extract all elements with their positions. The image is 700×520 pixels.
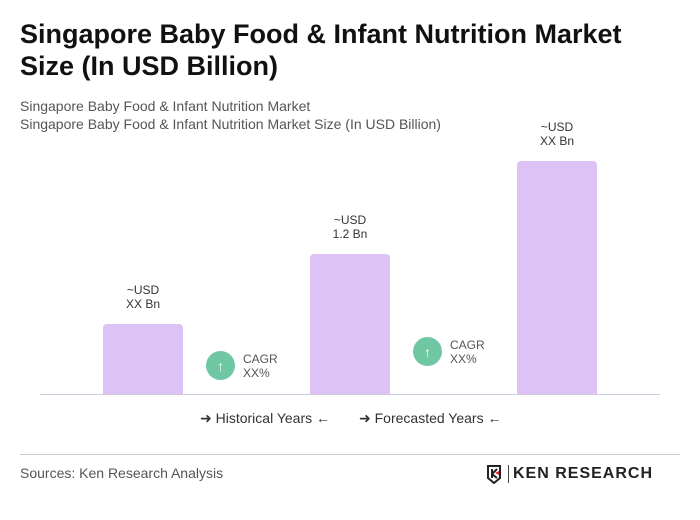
cagr-1: ↑ CAGR XX% <box>206 351 278 380</box>
cagr-2: ↑ CAGR XX% <box>413 337 485 366</box>
bar-1 <box>103 323 183 394</box>
ken-research-logo: KEN RESEARCH <box>486 464 653 484</box>
sources: Sources: Ken Research Analysis <box>20 465 224 481</box>
arrow-up-icon: ↑ <box>206 351 235 380</box>
bar-3-label: ~USD XX Bn <box>539 119 575 148</box>
divider <box>20 454 680 455</box>
x-axis <box>40 394 660 395</box>
subtitle-2: Singapore Baby Food & Infant Nutrition M… <box>20 116 441 132</box>
subtitle: Singapore Baby Food & Infant Nutrition M… <box>20 98 311 114</box>
legend-historical: ➜ Historical Years ← <box>200 410 331 426</box>
bar-2-label: ~USD 1.2 Bn <box>332 212 368 241</box>
bar-2 <box>310 253 390 394</box>
arrow-up-icon: ↑ <box>413 337 442 366</box>
logo-icon <box>487 465 501 484</box>
legend-forecasted: ➜ Forecasted Years ← <box>359 410 502 426</box>
page-title: Singapore Baby Food & Infant Nutrition M… <box>20 19 622 81</box>
bar-1-label: ~USD XX Bn <box>125 282 161 311</box>
bar-3 <box>517 160 597 394</box>
